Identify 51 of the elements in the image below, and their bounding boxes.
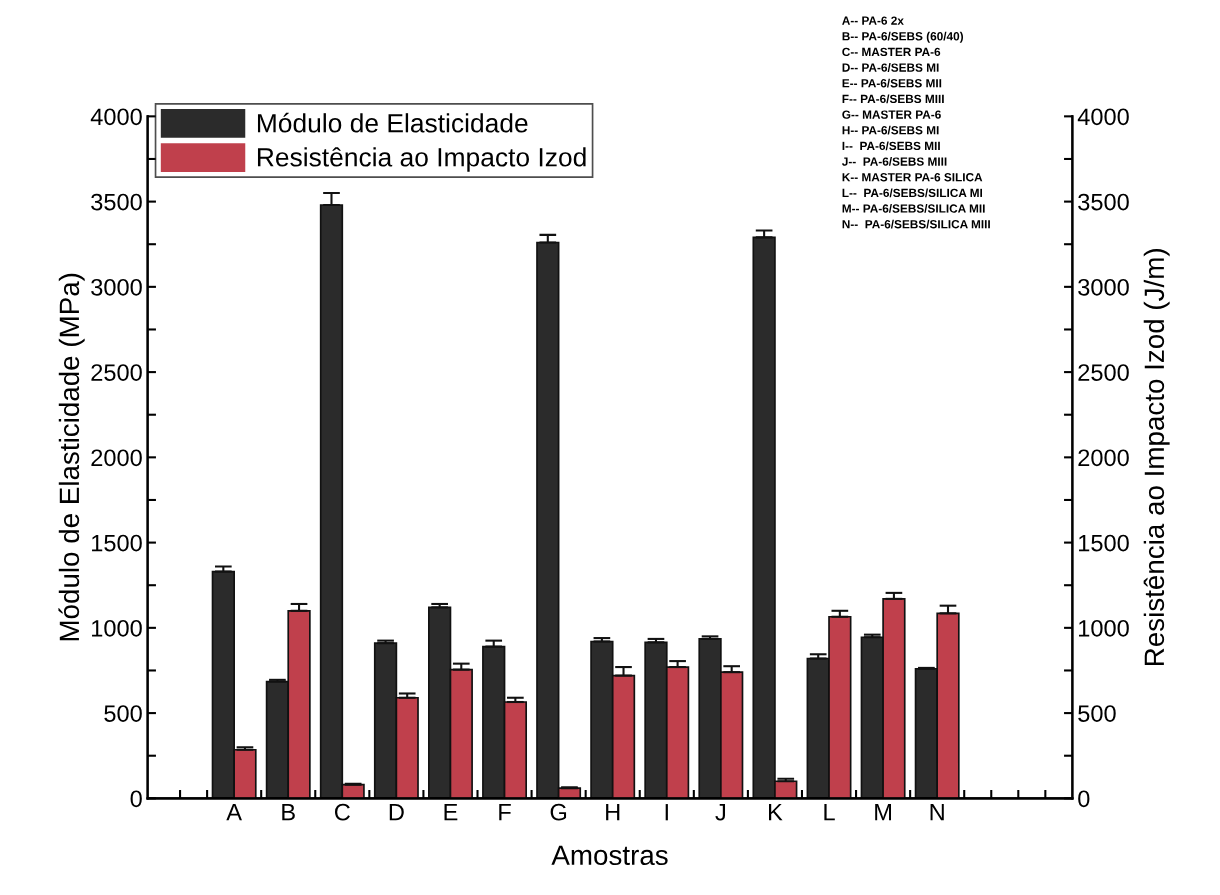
x-tick-label: D xyxy=(389,804,404,821)
y2-tick-label: 4000 xyxy=(1077,108,1129,126)
y-axis-title: Módulo de Elasticidade (MPa) xyxy=(58,273,85,641)
y2-tick-label: 3000 xyxy=(1078,278,1129,296)
y2-tick-label: 1000 xyxy=(1079,619,1129,637)
annotation: J-- PA-6/SEBS MIII xyxy=(841,157,947,166)
y2-tick-label: 2000 xyxy=(1078,449,1129,467)
y-tick-label: 1000 xyxy=(92,619,142,637)
y2-tick-label: 1500 xyxy=(1079,534,1129,552)
y2-tick-label: 3500 xyxy=(1078,193,1129,211)
y-tick-label: 4000 xyxy=(90,108,142,126)
legend-label: Módulo de Elasticidade xyxy=(257,112,528,133)
y-tick-label: 3500 xyxy=(91,193,142,211)
annotation: H-- PA-6/SEBS MI xyxy=(842,125,939,135)
annotation: L-- PA-6/SEBS/SILICA MI xyxy=(842,188,983,198)
annotation: M-- PA-6/SEBS/SILICA MII xyxy=(842,204,985,213)
annotation: N-- PA-6/SEBS/SILICA MIII xyxy=(842,219,990,229)
x-tick-label: E xyxy=(444,804,458,821)
x-axis-title: Amostras xyxy=(551,845,668,866)
y2-tick-label: 2500 xyxy=(1078,364,1129,381)
y-tick-label: 2500 xyxy=(91,364,142,381)
y-tick-label: 2000 xyxy=(91,449,142,467)
x-tick-label: K xyxy=(769,804,783,821)
x-tick-label: B xyxy=(282,804,295,821)
x-tick-label: F xyxy=(499,804,511,821)
text: F-- PA-6/SEBS MIII xyxy=(842,94,944,104)
x-tick-label: H xyxy=(606,804,620,821)
y-tick-label: 3000 xyxy=(91,278,142,296)
x-tick-label: G xyxy=(550,803,567,821)
y-tick-label: 500 xyxy=(104,705,142,722)
y-tick-label: 0 xyxy=(130,790,142,808)
y-tick-label: 1500 xyxy=(92,534,142,552)
x-tick-label: I xyxy=(665,804,668,821)
annotation: G-- MASTER PA-6 xyxy=(842,110,941,119)
text: E-- PA-6/SEBS MII xyxy=(842,78,942,88)
text: C-- MASTER PA-6 xyxy=(842,47,941,57)
text: D-- PA-6/SEBS MI xyxy=(842,63,939,72)
y2-tick-label: 0 xyxy=(1078,790,1090,808)
x-tick-label: M xyxy=(875,804,891,821)
text: A-- PA-6 2x xyxy=(842,16,904,25)
x-tick-label: A xyxy=(226,804,242,821)
y2-tick-label: 500 xyxy=(1078,705,1116,722)
y2-axis-title: Resistência ao Impacto Izod (J/m) xyxy=(1143,249,1170,666)
annotation: K-- MASTER PA-6 SILICA xyxy=(842,173,983,182)
x-tick-label: J xyxy=(715,804,726,821)
x-tick-label: N xyxy=(930,804,944,821)
legend-label: Resistência ao Impacto Izod xyxy=(257,147,586,172)
x-tick-label: C xyxy=(334,803,350,821)
text: B-- PA-6/SEBS (60/40) xyxy=(842,31,964,43)
x-tick-label: L xyxy=(824,804,835,821)
annotation: I-- PA-6/SEBS MII xyxy=(842,141,940,151)
